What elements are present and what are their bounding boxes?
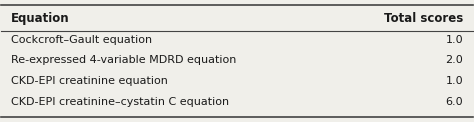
Text: CKD-EPI creatinine equation: CKD-EPI creatinine equation [11, 76, 168, 86]
Text: Re-expressed 4-variable MDRD equation: Re-expressed 4-variable MDRD equation [11, 55, 236, 65]
Text: Total scores: Total scores [384, 12, 463, 25]
Text: CKD-EPI creatinine–cystatin C equation: CKD-EPI creatinine–cystatin C equation [11, 97, 229, 107]
Text: 6.0: 6.0 [446, 97, 463, 107]
Text: 1.0: 1.0 [446, 35, 463, 45]
Text: 2.0: 2.0 [446, 55, 463, 65]
Text: 1.0: 1.0 [446, 76, 463, 86]
Text: Cockcroft–Gault equation: Cockcroft–Gault equation [11, 35, 152, 45]
Text: Equation: Equation [11, 12, 69, 25]
